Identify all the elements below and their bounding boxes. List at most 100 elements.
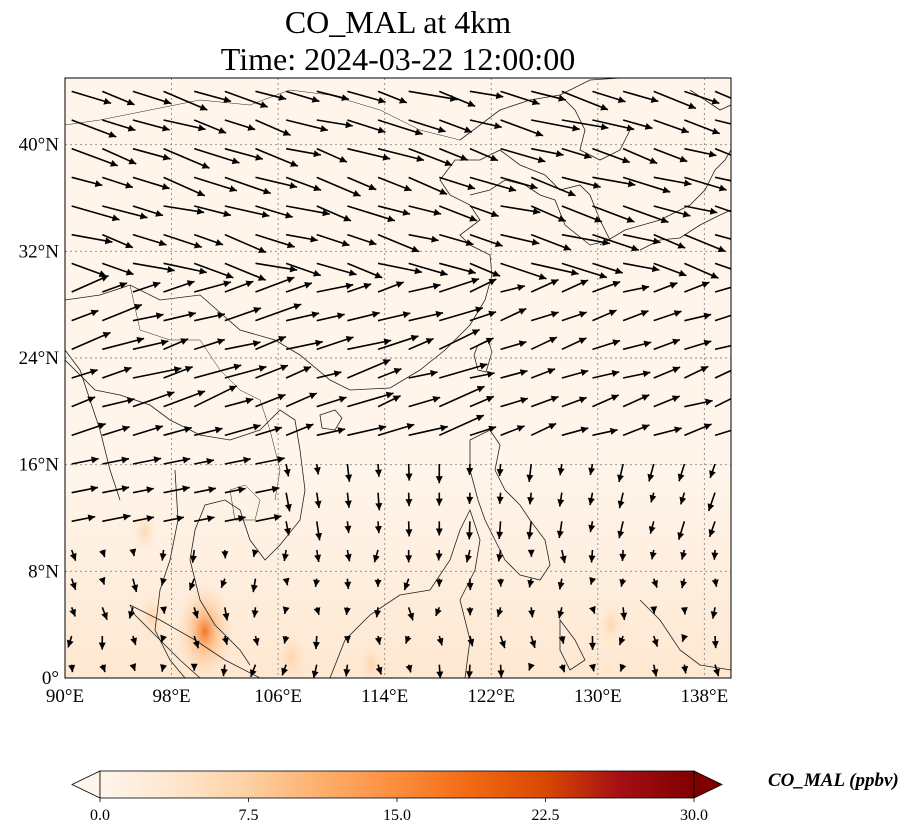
wind-arrow-head — [333, 370, 342, 378]
wind-arrow-head — [580, 369, 589, 376]
wind-arrow-head — [519, 369, 528, 376]
wind-arrow-head — [435, 310, 444, 318]
wind-arrow-head — [681, 665, 689, 674]
wind-arrow-head — [464, 126, 472, 133]
wind-arrow-head — [192, 610, 199, 619]
wind-arrow-head — [192, 640, 200, 649]
lon-tick-label: 122°E — [467, 686, 515, 707]
wind-arrow-head — [303, 366, 312, 373]
wind-arrow-shaft — [71, 119, 117, 138]
wind-arrow-head — [217, 312, 225, 319]
wind-arrow-shaft — [714, 369, 731, 379]
wind-arrow-head — [518, 340, 527, 348]
wind-arrow-shaft — [500, 147, 546, 163]
wind-arrow-head — [155, 424, 163, 432]
wind-arrow-head — [182, 485, 190, 493]
wind-arrow-head — [197, 390, 206, 397]
wind-arrow-shaft — [561, 119, 609, 129]
wind-arrow-head — [711, 97, 720, 105]
wind-arrow-head — [580, 279, 589, 287]
wind-arrow-shaft — [592, 205, 635, 223]
wind-arrow-shaft — [163, 176, 206, 197]
wind-arrow-head — [66, 639, 74, 648]
wind-arrow-head — [403, 184, 412, 192]
wind-arrow-head — [410, 334, 419, 342]
wind-arrow-head — [198, 124, 206, 132]
wind-arrow-head — [217, 338, 225, 346]
wind-arrow-head — [206, 515, 215, 523]
wind-arrow-head — [348, 269, 357, 277]
wind-arrow-head — [315, 532, 323, 541]
wind-arrow-head — [126, 98, 135, 106]
wind-arrow-head — [377, 96, 386, 104]
wind-arrow-head — [284, 527, 291, 536]
wind-arrow-head — [437, 126, 446, 133]
wind-arrow-shaft — [132, 262, 175, 272]
wind-arrow-head — [563, 244, 571, 251]
wind-arrow-head — [717, 245, 726, 253]
wind-arrow-head — [184, 426, 192, 433]
wind-arrow-head — [496, 496, 504, 504]
wind-arrow-shaft — [163, 147, 210, 169]
wind-arrow-head — [345, 282, 354, 290]
wind-arrow-shaft — [500, 262, 547, 280]
wind-arrow-head — [674, 426, 682, 434]
wind-arrow-head — [683, 179, 692, 187]
wind-arrow-head — [293, 303, 302, 310]
wind-arrow-head — [469, 214, 478, 222]
wind-arrow-head — [233, 363, 242, 371]
wind-arrow-shaft — [714, 262, 731, 270]
wind-arrow-head — [201, 162, 210, 169]
wind-arrow-head — [488, 279, 497, 286]
wind-arrow-head — [139, 212, 148, 220]
wind-arrow-head — [612, 339, 621, 347]
wind-arrow-head — [258, 246, 266, 253]
wind-arrow-head — [432, 282, 441, 290]
wind-arrow-head — [228, 385, 237, 393]
wind-arrow-head — [252, 549, 259, 557]
wind-arrow-head — [619, 663, 627, 672]
wind-arrow-head — [710, 272, 719, 279]
wind-arrow-head — [222, 612, 230, 621]
wind-arrow-head — [374, 609, 382, 618]
wind-arrow-head — [680, 551, 688, 560]
wind-arrow-head — [345, 474, 353, 482]
wind-arrow-head — [312, 641, 320, 650]
wind-arrow-shaft — [255, 176, 298, 188]
wind-arrow-shaft — [377, 335, 419, 351]
wind-arrow-shaft — [193, 176, 238, 192]
wind-arrow-head — [284, 503, 292, 512]
wind-arrow-head — [681, 633, 689, 642]
wind-arrow-head — [220, 668, 228, 677]
wind-arrow-head — [341, 239, 350, 247]
wind-arrow-head — [588, 467, 596, 475]
wind-arrow-head — [345, 121, 353, 129]
wind-arrow-head — [180, 338, 189, 345]
wind-arrow-head — [475, 306, 483, 314]
colorbar-tick-label: 7.5 — [239, 807, 259, 824]
wind-arrow-head — [677, 473, 685, 482]
wind-arrow-head — [471, 277, 479, 285]
wind-arrow-head — [662, 186, 671, 194]
wind-arrow-head — [572, 124, 580, 132]
co-hotspot — [275, 631, 308, 678]
wind-arrow-head — [385, 391, 394, 399]
wind-arrow-head — [155, 210, 163, 217]
wind-arrow-head — [289, 265, 298, 273]
wind-arrow-shaft — [224, 90, 268, 108]
wind-arrow-head — [255, 153, 263, 161]
wind-arrow-head — [176, 515, 184, 523]
wind-arrow-head — [671, 395, 680, 403]
wind-arrow-head — [669, 282, 678, 289]
wind-arrow-head — [432, 395, 441, 403]
wind-arrow-head — [123, 366, 132, 374]
wind-arrow-head — [570, 268, 579, 276]
wind-arrow-head — [399, 96, 407, 104]
wind-arrow-shaft — [561, 90, 609, 111]
wind-arrow-head — [557, 215, 566, 222]
wind-arrow-head — [466, 582, 474, 591]
wind-arrow-shaft — [561, 262, 608, 279]
lat-tick-label: 0° — [42, 668, 59, 689]
wind-arrow-head — [679, 155, 688, 163]
